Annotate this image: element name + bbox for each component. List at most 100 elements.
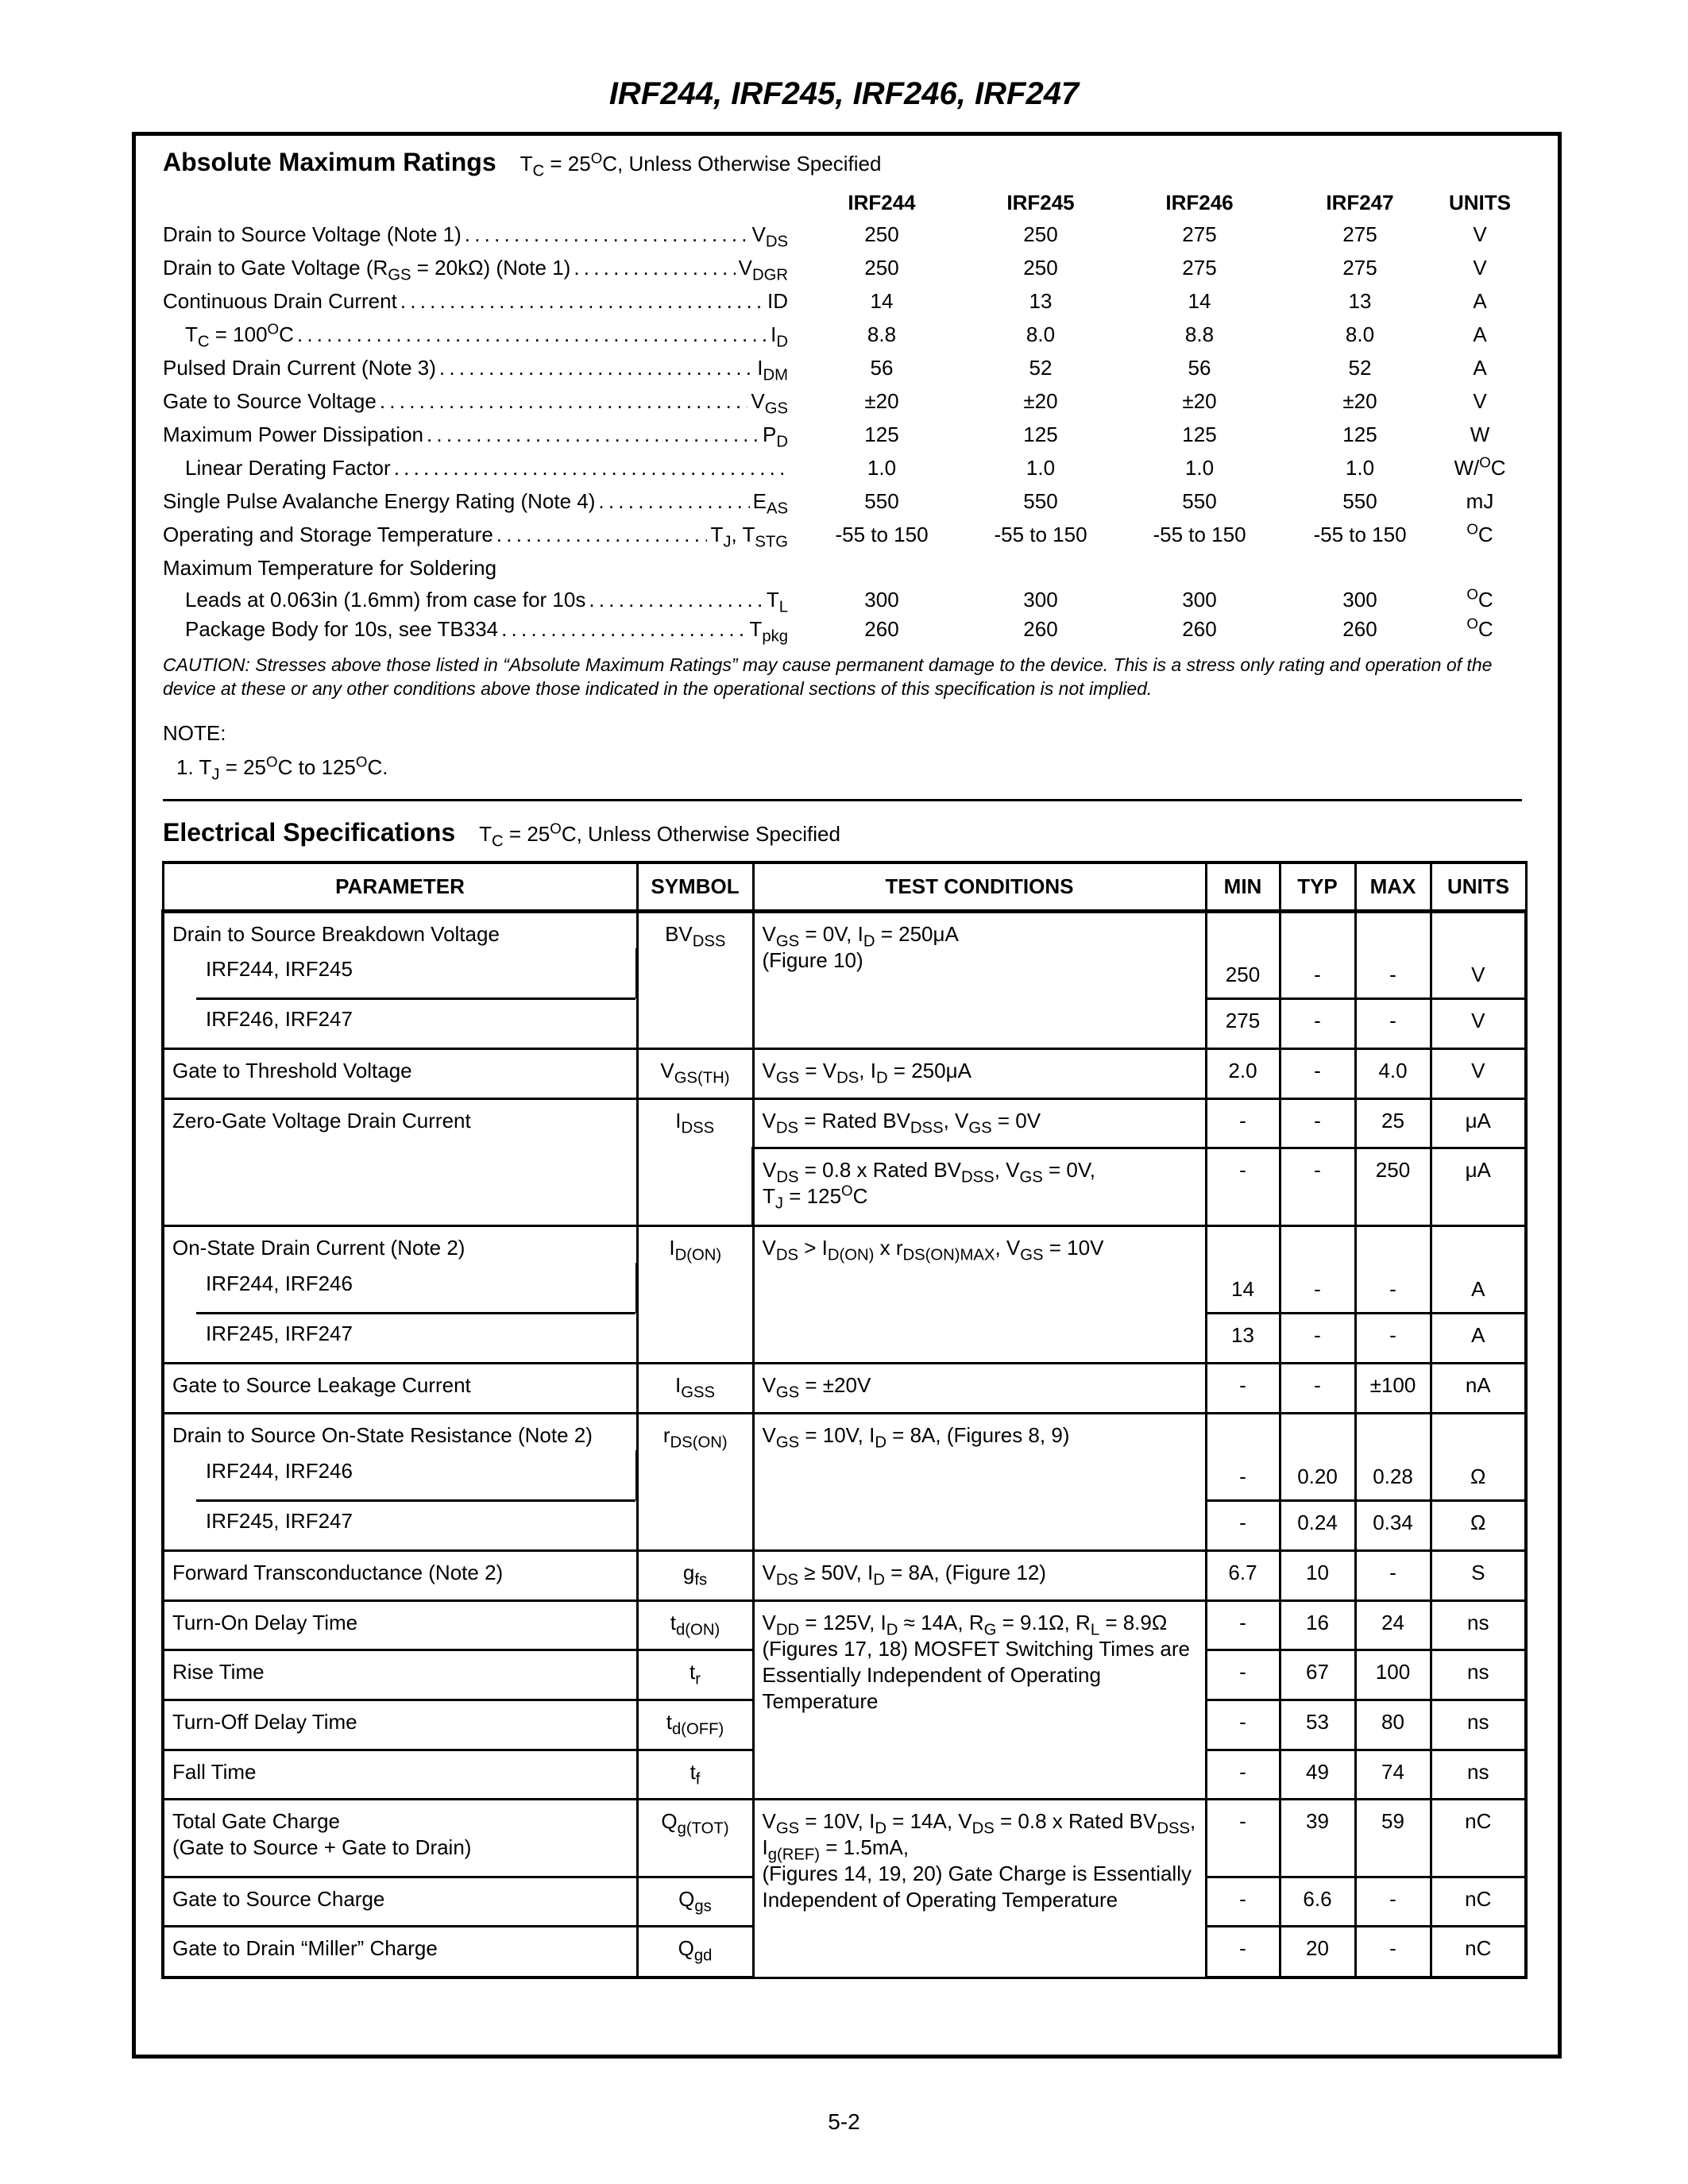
parameter: On-State Drain Current (Note 2) [161, 1224, 639, 1263]
ratings-condition: TC = 25OC, Unless Otherwise Specified [520, 149, 882, 180]
rating-label: Operating and Storage Temperature [163, 523, 493, 546]
electrical-specs-table: PARAMETER SYMBOL TEST CONDITIONS MIN TYP… [161, 861, 1528, 1979]
value-max: - [1354, 1924, 1432, 1979]
rating-value: -55 to 150 [1153, 523, 1246, 546]
rating-value: 260 [1342, 617, 1377, 641]
rating-value: 125 [1023, 423, 1058, 446]
rating-symbol: VDGR [738, 256, 788, 284]
parameter: Rise Time [161, 1648, 639, 1701]
rating-symbol: TJ, TSTG [710, 523, 788, 551]
value-min: - [1204, 1648, 1281, 1701]
value-typ: - [1278, 1361, 1357, 1414]
ratings-column-headers: IRF244 IRF245 IRF246 IRF247 UNITS [0, 191, 1688, 218]
rating-symbol: ID [767, 289, 788, 313]
table-header-row: PARAMETER SYMBOL TEST CONDITIONS MIN TYP… [161, 861, 1528, 913]
rating-value: 1.0 [1184, 456, 1215, 480]
value-units: ns [1429, 1698, 1528, 1751]
ratings-row: Pulsed Drain Current (Note 3) IDM 56 52 56 52… [0, 354, 1688, 388]
rating-value: 8.8 [1184, 322, 1215, 346]
header-symbol: SYMBOL [635, 861, 755, 913]
value-units: Ω [1429, 1499, 1528, 1552]
rating-unit: V [1473, 389, 1487, 413]
value-units: V [1429, 997, 1528, 1050]
table-row: IRF245, IRF247 13- - A [161, 1311, 1528, 1364]
rating-value: -55 to 150 [994, 523, 1087, 546]
rating-symbol: VGS [751, 389, 788, 418]
rating-value: ±20 [1182, 389, 1217, 413]
rating-value: 8.0 [1345, 322, 1375, 346]
rating-symbol: EAS [752, 489, 788, 518]
ratings-row: Operating and Storage Temperature TJ, TST… [0, 521, 1688, 554]
rating-value: 300 [864, 588, 899, 612]
rating-unit: V [1473, 256, 1487, 280]
symbol: ID(ON) [635, 1224, 755, 1364]
sub-parameter: IRF244, IRF246 [161, 1263, 639, 1314]
rating-label-cell: Package Body for 10s, see TB334 Tpkg [185, 615, 788, 645]
ratings-table: Drain to Source Voltage (Note 1) VDS 250 25… [0, 221, 1688, 645]
rating-value: 250 [864, 222, 899, 246]
rating-unit: W [1470, 423, 1490, 446]
value-min: - [1204, 1748, 1281, 1800]
caution-text: CAUTION: Stresses above those listed in … [163, 654, 1493, 699]
value-min: 13 [1204, 1311, 1281, 1364]
rating-value: 13 [1348, 289, 1372, 313]
value-typ: - [1278, 997, 1357, 1050]
rating-value: 1.0 [1026, 456, 1056, 480]
test-conditions: VDD = 125V, ID ≈ 14A, RG = 9.1Ω, RL = 8.… [751, 1599, 1207, 1800]
value-min: - [1204, 1146, 1281, 1227]
value-typ: 20 [1278, 1924, 1357, 1979]
value-units: ns [1429, 1748, 1528, 1800]
rating-unit: W/OC [1454, 453, 1506, 480]
parameter: Drain to Source On-State Resistance (Not… [161, 1411, 639, 1450]
value-min: - [1204, 1411, 1281, 1502]
rating-value: 300 [1182, 588, 1217, 612]
ratings-row: Leads at 0.063in (1.6mm) from case for 1… [0, 586, 1688, 615]
rating-value: 300 [1342, 588, 1377, 612]
rating-label: Single Pulse Avalanche Energy Rating (No… [163, 489, 596, 513]
value-units: nC [1429, 1875, 1528, 1927]
rating-label: Leads at 0.063in (1.6mm) from case for 1… [185, 588, 586, 612]
sub-parameter: IRF246, IRF247 [161, 998, 639, 1050]
value-max: ±100 [1354, 1361, 1432, 1414]
header-min: MIN [1204, 861, 1281, 913]
parameter: Gate to Threshold Voltage [161, 1047, 639, 1100]
parameter: Turn-Off Delay Time [161, 1698, 639, 1751]
note-1: 1. TJ = 25OC to 125OC. [176, 753, 388, 784]
value-units: ns [1429, 1648, 1528, 1701]
table-row: Drain to Source On-State Resistance (Not… [161, 1411, 1528, 1552]
rating-symbol: PD [763, 423, 788, 451]
table-row: Turn-Off Delay Time td(OFF) -53 80 ns [161, 1698, 1528, 1751]
rating-unit: A [1473, 322, 1487, 346]
col-irf245: IRF245 [1006, 191, 1075, 214]
value-min: - [1204, 1599, 1281, 1651]
rating-symbol: IDM [757, 356, 788, 384]
value-max: 80 [1354, 1698, 1432, 1751]
value-units: ns [1429, 1599, 1528, 1651]
value-units: nA [1429, 1361, 1528, 1414]
value-max: 100 [1354, 1648, 1432, 1701]
ratings-row: Drain to Gate Voltage (RGS = 20kΩ) (Note… [0, 254, 1688, 287]
table-row: VDS = 0.8 x Rated BVDSS, VGS = 0V, TJ = 1… [163, 1146, 1528, 1227]
table-row: Gate to Drain “Miller” Charge Qgd -20- nC [161, 1924, 1528, 1979]
value-units: S [1429, 1549, 1528, 1602]
ratings-row: Gate to Source Voltage VGS ±20 ±20 ±20 ±20 V [0, 388, 1688, 421]
header-max: MAX [1354, 861, 1432, 913]
rating-value: 14 [870, 289, 894, 313]
rating-symbol: TL [766, 588, 788, 616]
value-max: 0.34 [1354, 1499, 1432, 1552]
rating-value: 550 [1023, 489, 1058, 513]
rating-label: Linear Derating Factor [185, 456, 391, 480]
value-max: 25 [1354, 1097, 1432, 1149]
parameter: Fall Time [161, 1748, 639, 1800]
rating-label: Package Body for 10s, see TB334 [185, 617, 499, 641]
value-min: 2.0 [1204, 1047, 1281, 1100]
rating-unit: OC [1466, 520, 1493, 546]
table-row: Fall Time tf -49 74 ns [161, 1748, 1528, 1800]
value-typ: 16 [1278, 1599, 1357, 1651]
ratings-row: Continuous Drain Current ID 14 13 14 13 A [0, 287, 1688, 321]
rating-label-cell: Pulsed Drain Current (Note 3) IDM [163, 354, 788, 384]
dot-leader [598, 488, 749, 515]
value-typ: 39 [1278, 1797, 1357, 1878]
value-typ: 10 [1278, 1549, 1357, 1602]
rating-label: Drain to Source Voltage (Note 1) [163, 222, 462, 246]
